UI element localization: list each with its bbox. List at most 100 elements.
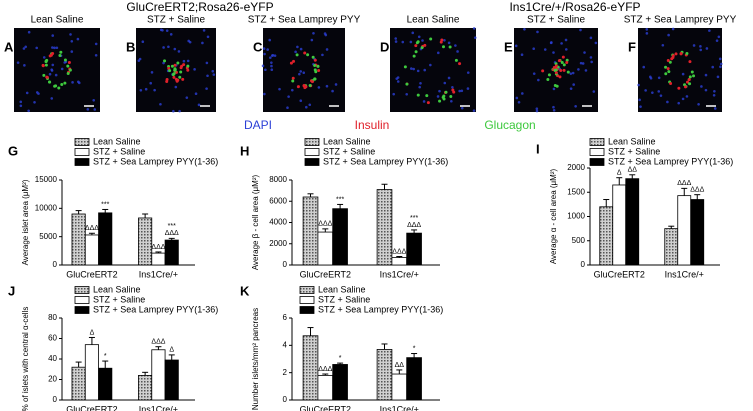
nucleus (317, 86, 321, 89)
significance: Δ (90, 329, 95, 336)
nucleus (592, 90, 596, 93)
y-tick-label: 5000 (39, 232, 57, 241)
micrograph (390, 28, 476, 112)
nucleus (520, 53, 524, 57)
nucleus (579, 61, 583, 65)
cell (181, 77, 185, 81)
nucleus (273, 54, 277, 57)
nucleus (50, 68, 53, 71)
y-tick-label: 4000 (269, 218, 287, 227)
cell (165, 80, 169, 84)
header: Ins1Cre/+/Rosa26-eYFP (509, 0, 640, 14)
nucleus (305, 105, 308, 109)
significance: ΔΔΔ (392, 248, 406, 255)
cell (448, 45, 452, 49)
nucleus (552, 108, 556, 112)
nucleus (649, 76, 653, 80)
nucleus (173, 47, 177, 51)
bar (151, 349, 166, 401)
cell (41, 63, 45, 67)
cell (664, 65, 668, 69)
cell (684, 85, 688, 89)
cell (438, 99, 442, 103)
nucleus (458, 89, 461, 93)
nucleus (70, 50, 74, 53)
nucleus (185, 96, 189, 99)
y-axis-label: Number islets/mm² pancreas (251, 308, 260, 410)
cell (416, 93, 420, 97)
cell (690, 70, 694, 74)
nucleus (51, 63, 55, 67)
cell (440, 38, 444, 42)
bar (71, 366, 86, 401)
nucleus (294, 50, 297, 54)
bar (317, 231, 334, 266)
bar (625, 178, 640, 266)
x-tick-label: GluCreERT2 (300, 269, 351, 279)
bar (317, 374, 334, 401)
nucleus (521, 92, 524, 95)
nucleus (70, 39, 74, 43)
nucleus (165, 29, 169, 32)
legend-swatch (589, 158, 605, 166)
y-tick-label: 0 (283, 395, 288, 404)
nucleus (182, 59, 186, 63)
cell (163, 59, 167, 63)
legend-label: STZ + Sea Lamprey PYY(1-36) (93, 304, 218, 314)
nucleus (137, 59, 141, 62)
cell (458, 62, 462, 66)
nucleus (177, 50, 181, 53)
nucleus (532, 47, 536, 50)
nucleus (188, 40, 192, 44)
cell (172, 75, 176, 79)
nucleus (16, 61, 20, 64)
nucleus (206, 35, 210, 39)
nucleus (60, 67, 64, 71)
nucleus (48, 72, 52, 76)
nucleus (590, 60, 593, 64)
nucleus (517, 100, 521, 104)
significance: * (104, 353, 107, 360)
image-label: Lean Saline (31, 15, 84, 26)
cell (306, 53, 310, 57)
significance: ΔΔΔ (318, 366, 332, 373)
nucleus (549, 41, 553, 45)
significance: ΔΔ (395, 362, 405, 369)
nucleus (713, 89, 716, 93)
cell (412, 54, 416, 58)
cell (420, 46, 424, 50)
cell (451, 88, 455, 92)
nucleus (268, 38, 271, 42)
cell (176, 61, 180, 65)
nucleus (417, 35, 421, 39)
image-label: Lean Saline (407, 15, 460, 26)
nucleus (410, 67, 413, 70)
nucleus (308, 103, 312, 107)
legend-swatch (304, 158, 320, 166)
legend-label: STZ + Saline (318, 294, 370, 304)
cell (172, 72, 176, 76)
nucleus (681, 72, 685, 76)
significance: *** (410, 215, 418, 222)
x-tick-label: Ins1Cre/+ (380, 269, 419, 279)
y-tick-label: 40 (48, 354, 57, 363)
nucleus (705, 47, 709, 50)
image-label: STZ + Saline (527, 15, 586, 26)
cell (685, 52, 689, 56)
nucleus (86, 108, 90, 111)
y-tick-label: 0 (53, 260, 58, 269)
cell (414, 44, 418, 48)
cell (168, 69, 172, 73)
nucleus (331, 89, 334, 93)
cell (546, 78, 550, 82)
nucleus (71, 81, 74, 84)
significance: * (413, 345, 416, 352)
cell (313, 77, 317, 81)
nucleus (429, 63, 432, 67)
cell (66, 64, 70, 68)
cell (176, 78, 180, 82)
x-tick-label: GluCreERT2 (300, 404, 351, 411)
nucleus (466, 87, 470, 90)
nucleus (172, 109, 175, 113)
